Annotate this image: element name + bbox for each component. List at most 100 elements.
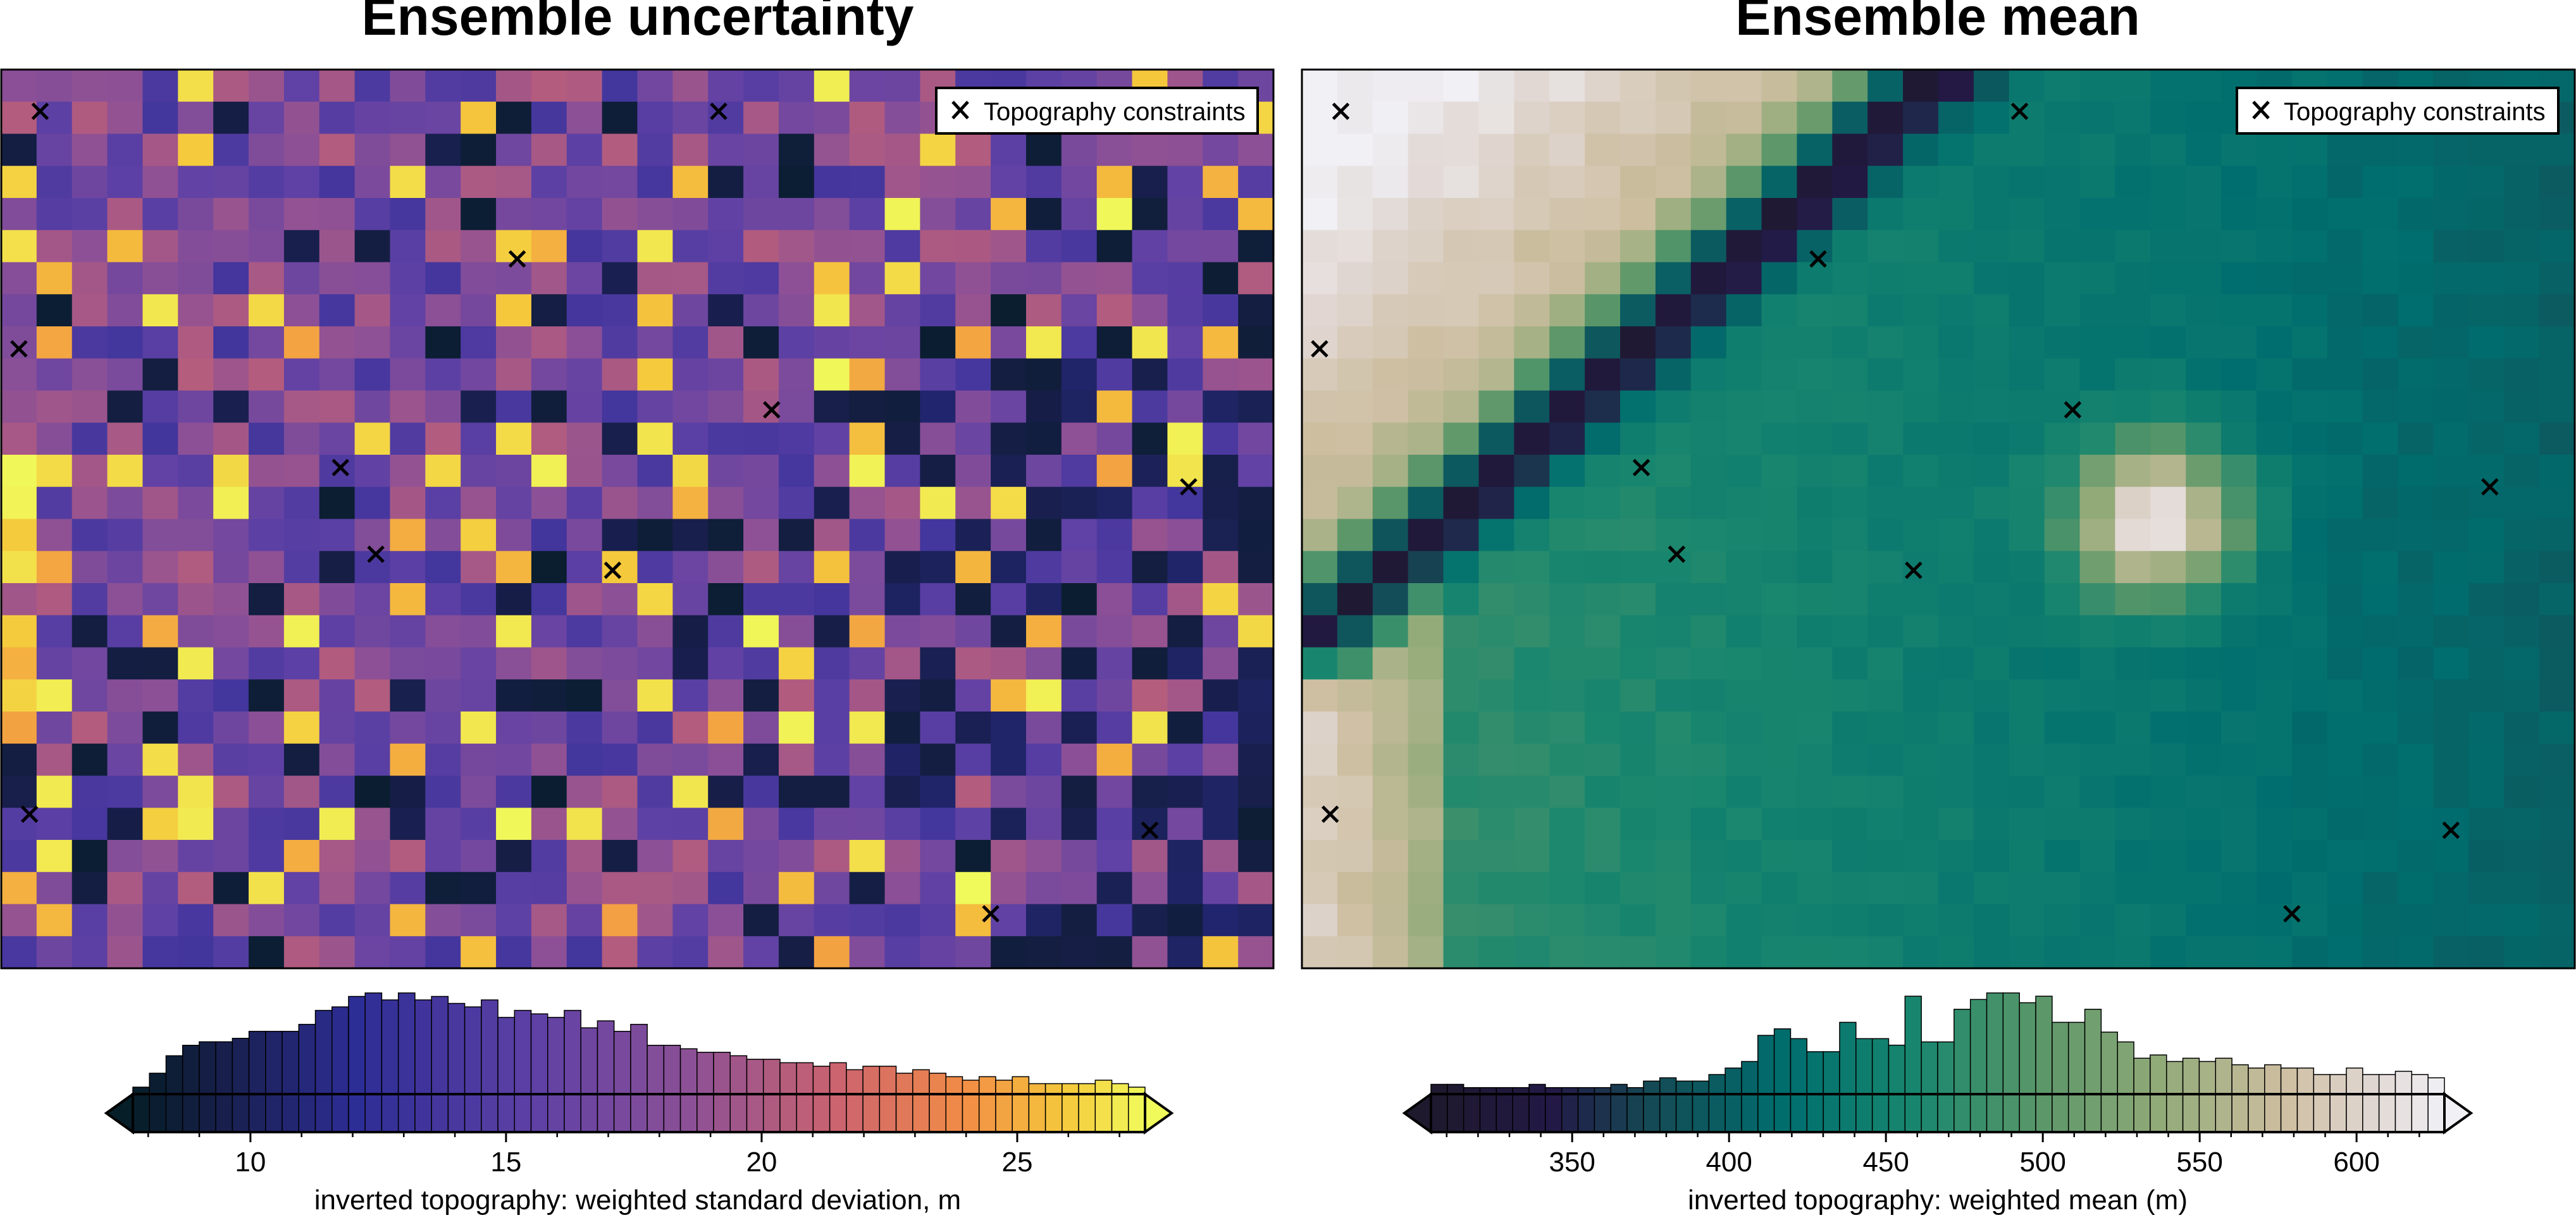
heatmap-cell-mean	[2186, 390, 2222, 424]
heatmap-cell-uncertainty	[778, 551, 815, 584]
heatmap-cell-uncertainty	[71, 840, 108, 873]
heatmap-cell-uncertainty	[178, 679, 214, 712]
heatmap-cell-mean	[2398, 262, 2434, 295]
heatmap-cell-uncertainty	[743, 326, 779, 359]
heatmap-cell-mean	[2433, 455, 2470, 488]
heatmap-cell-mean	[2539, 679, 2575, 712]
heatmap-cell-mean	[1585, 70, 1621, 102]
heatmap-cell-mean	[1761, 294, 1798, 327]
heatmap-cell-uncertainty	[884, 294, 921, 327]
heatmap-cell-uncertainty	[1132, 294, 1168, 327]
heatmap-cell-mean	[2504, 486, 2540, 520]
heatmap-cell-mean	[1549, 712, 1585, 744]
heatmap-cell-uncertainty	[461, 486, 497, 520]
histogram-bar	[2019, 1002, 2036, 1133]
heatmap-cell-uncertainty	[849, 358, 886, 391]
heatmap-cell-uncertainty	[319, 872, 356, 905]
heatmap-cell-mean	[2504, 294, 2540, 327]
heatmap-cell-uncertainty	[354, 775, 391, 809]
histogram-bar	[862, 1066, 881, 1133]
heatmap-cell-mean	[2362, 326, 2399, 359]
heatmap-cell-uncertainty	[107, 519, 144, 552]
heatmap-cell-mean	[1973, 872, 2010, 905]
heatmap-cell-uncertainty	[319, 679, 356, 712]
heatmap-cell-uncertainty	[884, 551, 921, 584]
heatmap-cell-uncertainty	[36, 904, 73, 937]
heatmap-cell-mean	[2186, 198, 2222, 231]
heatmap-cell-mean	[2009, 294, 2045, 327]
heatmap-cell-mean	[2327, 647, 2363, 681]
heatmap-cell-mean	[1337, 679, 1373, 712]
heatmap-cell-mean	[1585, 615, 1621, 648]
heatmap-cell-mean	[2398, 455, 2434, 488]
heatmap-cell-mean	[2504, 615, 2540, 648]
heatmap-cell-mean	[2539, 358, 2575, 391]
heatmap-cell-uncertainty	[849, 583, 886, 616]
heatmap-cell-mean	[1408, 743, 1444, 777]
histogram-bar	[464, 1006, 482, 1133]
heatmap-cell-mean	[1302, 455, 1338, 488]
heatmap-cell-uncertainty	[1025, 519, 1062, 552]
heatmap-cell-mean	[2291, 198, 2328, 231]
histogram-bar	[1012, 1076, 1030, 1133]
heatmap-cell-uncertainty	[778, 615, 815, 648]
heatmap-cell-uncertainty	[920, 422, 957, 455]
heatmap-cell-mean	[1337, 358, 1373, 391]
heatmap-cell-mean	[2291, 262, 2328, 295]
heatmap-cell-mean	[2468, 262, 2505, 295]
heatmap-cell-uncertainty	[425, 712, 461, 744]
heatmap-cell-uncertainty	[425, 840, 461, 873]
heatmap-cell-mean	[2150, 840, 2187, 873]
heatmap-cell-mean	[1372, 840, 1409, 873]
heatmap-cell-mean	[2115, 262, 2152, 295]
colorbar-extend-high	[1144, 1092, 1174, 1135]
histogram-bar	[1659, 1077, 1677, 1133]
heatmap-cell-mean	[2150, 133, 2187, 167]
heatmap-cell-uncertainty	[920, 390, 957, 424]
panel-left-title: Ensemble uncertainty	[362, 0, 914, 46]
heatmap-cell-uncertainty	[849, 904, 886, 937]
heatmap-cell-mean	[1302, 583, 1338, 616]
heatmap-cell-mean	[2398, 486, 2434, 520]
heatmap-cell-mean	[1549, 808, 1585, 841]
heatmap-cell-mean	[1690, 551, 1727, 584]
heatmap-cell-uncertainty	[1238, 358, 1274, 391]
heatmap-cell-uncertainty	[1132, 198, 1168, 231]
heatmap-cell-mean	[1549, 743, 1585, 777]
heatmap-cell-uncertainty	[1, 743, 37, 777]
heatmap-cell-uncertainty	[107, 166, 144, 199]
heatmap-cell-uncertainty	[1203, 647, 1239, 681]
heatmap-cell-mean	[1408, 936, 1444, 969]
heatmap-cell-mean	[2327, 230, 2363, 263]
heatmap-cell-mean	[1938, 358, 1974, 391]
heatmap-cell-mean	[2115, 166, 2152, 199]
heatmap-cell-mean	[1797, 775, 1833, 809]
colorbar-tick-label: 350	[1549, 1147, 1595, 1178]
heatmap-cell-uncertainty	[425, 583, 461, 616]
heatmap-cell-mean	[2150, 230, 2187, 263]
heatmap-cell-uncertainty	[637, 133, 674, 167]
heatmap-cell-mean	[1478, 904, 1515, 937]
heatmap-cell-uncertainty	[778, 326, 815, 359]
heatmap-cell-mean	[2398, 647, 2434, 681]
heatmap-cell-uncertainty	[743, 358, 779, 391]
heatmap-cell-mean	[1549, 840, 1585, 873]
heatmap-cell-uncertainty	[36, 519, 73, 552]
histogram-bar	[481, 999, 498, 1133]
heatmap-cell-uncertainty	[390, 712, 426, 744]
heatmap-cell-uncertainty	[743, 679, 779, 712]
heatmap-cell-uncertainty	[743, 712, 779, 744]
heatmap-cell-uncertainty	[1167, 166, 1204, 199]
heatmap-cell-mean	[1549, 486, 1585, 520]
histogram-bar	[2346, 1067, 2363, 1133]
heatmap-cell-uncertainty	[425, 422, 461, 455]
constraint-marker	[2283, 904, 2301, 923]
heatmap-cell-uncertainty	[743, 455, 779, 488]
heatmap-cell-uncertainty	[566, 936, 603, 969]
heatmap-cell-uncertainty	[531, 551, 567, 584]
heatmap-cell-uncertainty	[814, 519, 850, 552]
heatmap-cell-mean	[1372, 551, 1409, 584]
heatmap-cell-uncertainty	[1203, 390, 1239, 424]
heatmap-cell-mean	[2433, 743, 2470, 777]
heatmap-cell-uncertainty	[283, 390, 320, 424]
